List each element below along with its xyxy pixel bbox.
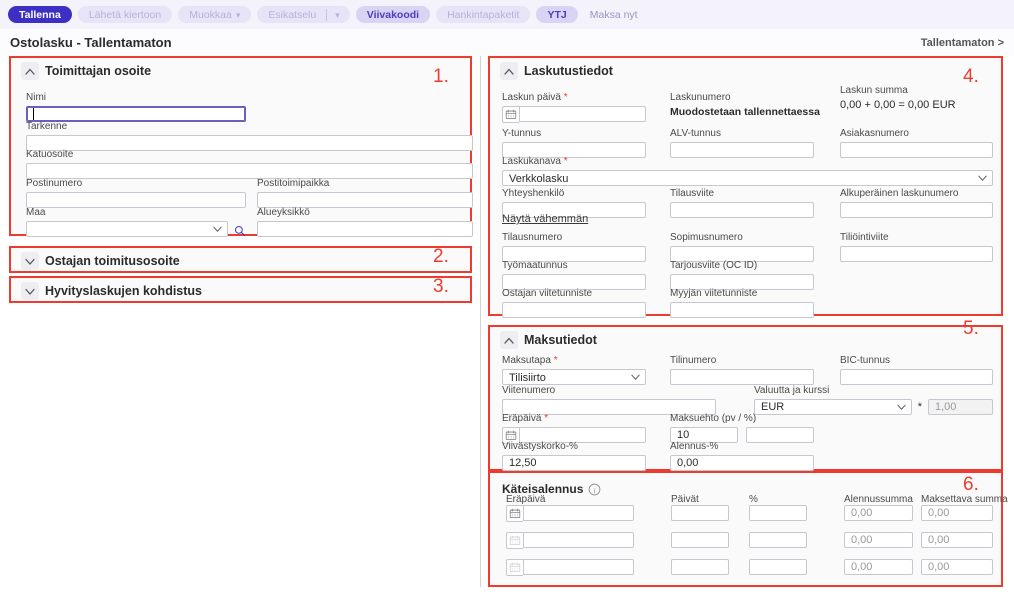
svg-text:i: i bbox=[594, 485, 596, 494]
